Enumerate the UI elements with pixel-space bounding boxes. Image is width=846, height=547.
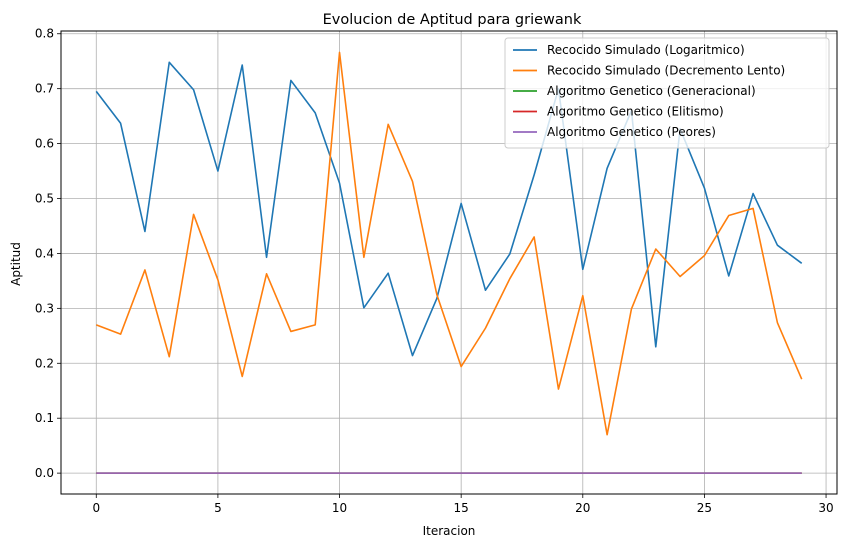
x-tick-label: 15: [454, 501, 469, 515]
x-tick-label: 30: [818, 501, 833, 515]
y-tick-label: 0.7: [35, 82, 54, 96]
legend-entry: Algoritmo Genetico (Peores): [547, 125, 716, 139]
plot-frame: [60, 30, 838, 495]
x-tick-label: 10: [332, 501, 347, 515]
chart-title: Evolucion de Aptitud para griewank: [323, 12, 582, 28]
x-axis-label: Iteracion: [423, 524, 476, 538]
axis-ticks: 0 5 10 15 20 25 30 0.0 0.1 0.2 0.3 0.4 0.5 0.6 0.7 0.8: [35, 27, 834, 515]
y-tick-label: 0.2: [35, 356, 54, 370]
legend-entry: Algoritmo Genetico (Generacional): [547, 84, 756, 98]
y-tick-label: 0.3: [35, 301, 54, 315]
y-tick-label: 0.5: [35, 192, 54, 206]
x-tick-label: 25: [697, 501, 712, 515]
x-tick-label: 0: [92, 501, 100, 515]
x-tick-label: 20: [575, 501, 590, 515]
y-tick-label: 0.4: [35, 246, 54, 260]
y-tick-label: 0.0: [35, 466, 54, 480]
series-lines: [95, 51, 803, 474]
legend-entry: Recocido Simulado (Decremento Lento): [547, 64, 785, 78]
legend-entry: Algoritmo Genetico (Elitismo): [547, 105, 724, 119]
legend: Recocido Simulado (Logaritmico) Recocido …: [504, 37, 830, 149]
series-line-2: [95, 51, 803, 436]
y-tick-label: 0.6: [35, 137, 54, 151]
y-tick-label: 0.1: [35, 411, 54, 425]
x-tick-label: 5: [214, 501, 222, 515]
legend-entry: Recocido Simulado (Logaritmico): [547, 43, 745, 57]
y-axis-label: Aptitud: [9, 242, 23, 286]
y-tick-label: 0.8: [35, 27, 54, 41]
legend-box: [504, 37, 830, 149]
